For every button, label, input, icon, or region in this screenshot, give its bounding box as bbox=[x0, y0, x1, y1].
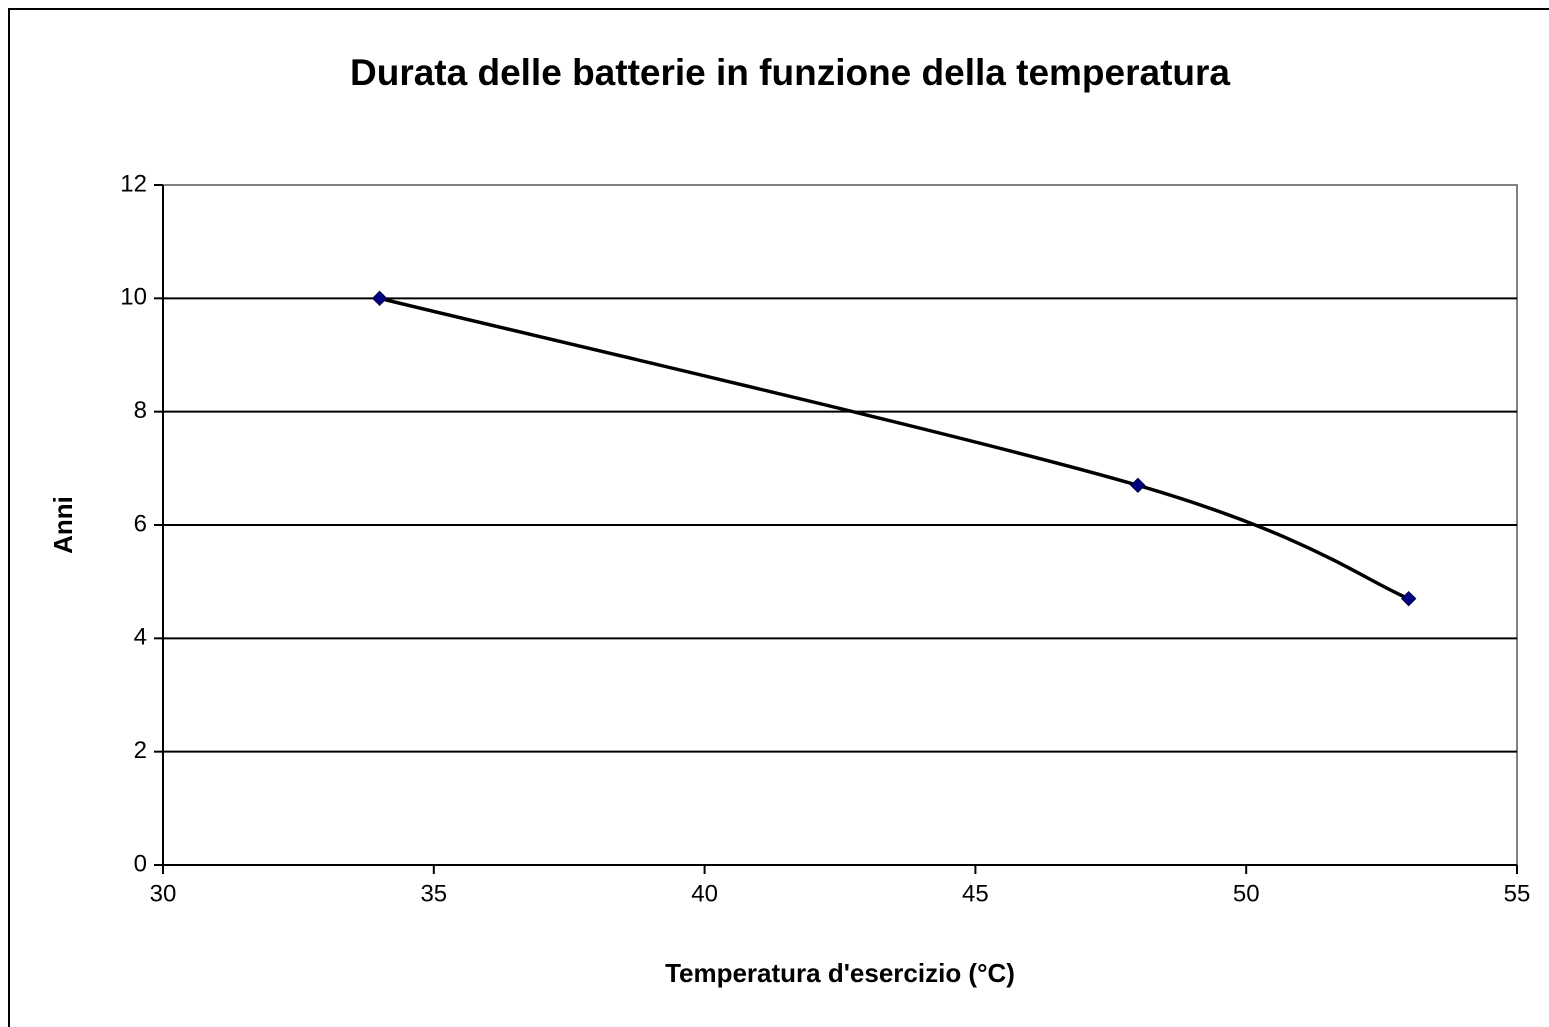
x-tick-label: 40 bbox=[691, 880, 718, 907]
x-tick-label: 30 bbox=[150, 880, 177, 907]
x-tick-label: 35 bbox=[420, 880, 447, 907]
y-tick-label: 6 bbox=[134, 510, 147, 537]
x-tick-label: 45 bbox=[962, 880, 989, 907]
x-tick-label: 50 bbox=[1233, 880, 1260, 907]
marker bbox=[1130, 477, 1146, 494]
y-tick-label: 12 bbox=[120, 170, 147, 197]
x-tick-label: 55 bbox=[1504, 880, 1531, 907]
marker bbox=[371, 290, 388, 307]
marker bbox=[1400, 590, 1417, 607]
chart-title: Durata delle batterie in funzione della … bbox=[350, 52, 1230, 93]
y-tick-label: 4 bbox=[134, 624, 147, 651]
x-axis-label: Temperatura d'esercizio (°C) bbox=[665, 958, 1015, 988]
y-tick-label: 2 bbox=[134, 737, 147, 764]
trend-line bbox=[379, 296, 1410, 601]
y-tick-label: 8 bbox=[134, 397, 147, 424]
y-axis-label: Anni bbox=[48, 496, 78, 554]
y-tick-label: 0 bbox=[134, 850, 147, 877]
y-tick-label: 10 bbox=[120, 284, 147, 311]
